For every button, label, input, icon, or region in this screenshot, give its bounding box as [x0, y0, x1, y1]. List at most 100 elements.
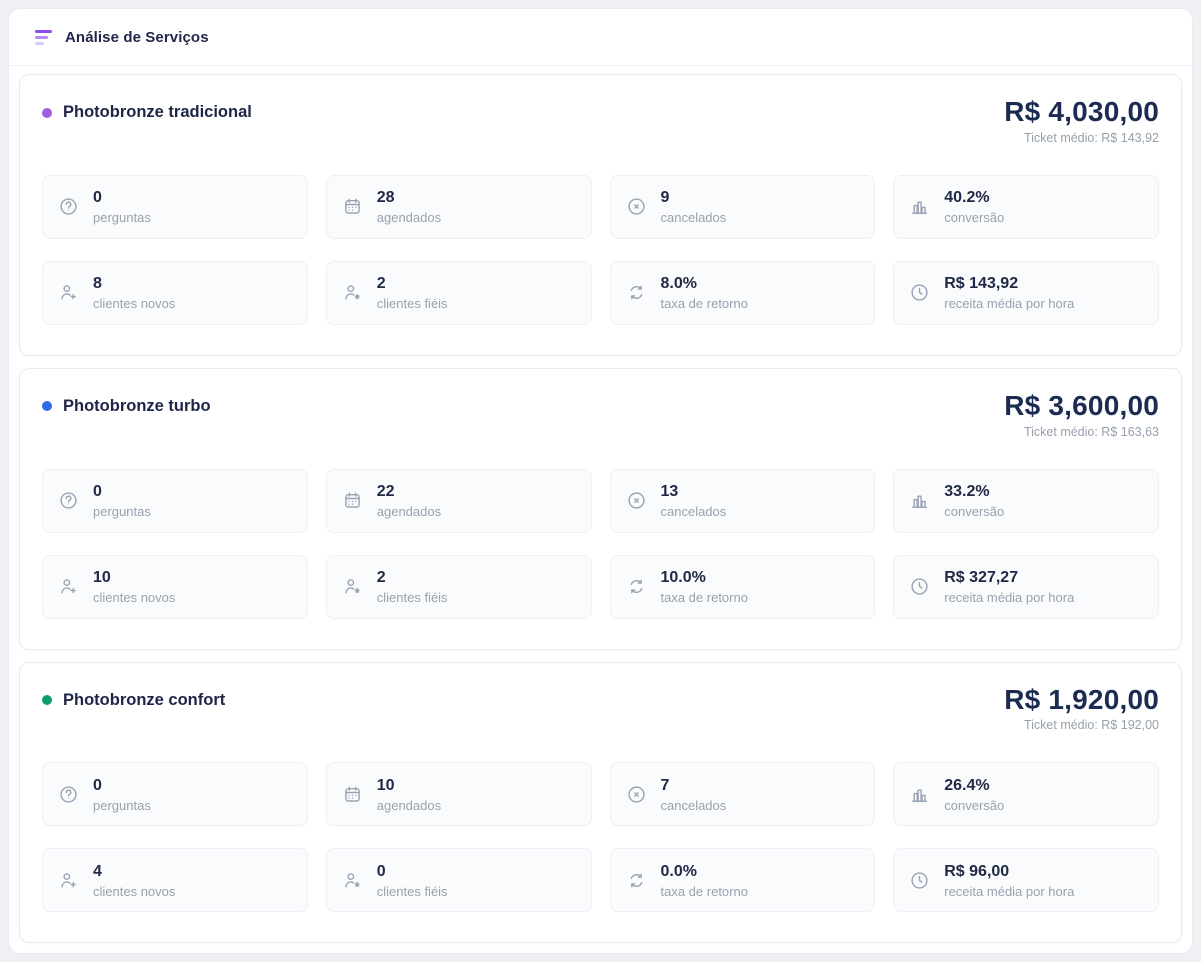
stat-label: taxa de retorno: [660, 590, 748, 606]
question-circle-icon: [59, 197, 78, 216]
stat-value: R$ 96,00: [944, 862, 1010, 880]
service-card-header: Photobronze tradicional R$ 4,030,00 Tick…: [42, 96, 1159, 145]
calendar-icon: [343, 197, 362, 216]
service-ticket-medio: Ticket médio: R$ 192,00: [1023, 718, 1159, 733]
stat-value: 13: [660, 483, 679, 501]
stat-tile: 8 clientes novos: [42, 260, 308, 325]
stat-label: taxa de retorno: [660, 883, 748, 899]
stat-value: 2: [376, 275, 386, 293]
stat-tile: 10 clientes novos: [42, 554, 308, 619]
x-circle-icon: [627, 491, 646, 510]
stat-value: 10: [376, 776, 395, 794]
stat-value: 0.0%: [660, 862, 697, 880]
service-name: Photobronze tradicional: [63, 103, 252, 121]
stat-value: 7: [660, 776, 670, 794]
stat-tile: 4 clientes novos: [42, 848, 308, 913]
clock-icon: [910, 871, 929, 890]
stats-grid: 0 perguntas 2 8 agendados 9 cancelados 40…: [42, 174, 1159, 325]
page-header: Análise de Serviços: [9, 9, 1192, 66]
stat-tile: 7 cancelados: [609, 762, 876, 827]
stat-tile: R$ 327,27 receita média por hora: [893, 554, 1159, 619]
service-color-dot: [42, 401, 52, 412]
service-total-revenue: R$ 3,600,00: [1004, 389, 1159, 421]
service-card-header: Photobronze confort R$ 1,920,00 Ticket m…: [42, 683, 1159, 733]
stat-label: perguntas: [93, 210, 151, 226]
filter-lines-icon: [35, 30, 52, 45]
stat-label: cancelados: [660, 210, 727, 226]
stat-label: agendados: [376, 797, 442, 813]
refresh-icon: [627, 871, 646, 890]
stat-tile: 13 cancelados: [609, 468, 876, 533]
stat-label: clientes novos: [93, 883, 176, 899]
stat-label: receita média por hora: [944, 883, 1075, 899]
stat-label: clientes fiéis: [376, 296, 448, 312]
stat-tile: 40.2% conversão: [893, 174, 1159, 239]
stat-tile: 0 perguntas: [42, 174, 308, 239]
x-circle-icon: [627, 785, 646, 804]
stat-label: conversão: [944, 210, 1005, 226]
stat-tile: 0 clientes fiéis: [325, 848, 592, 913]
user-star-icon: [343, 577, 362, 596]
stat-label: agendados: [376, 504, 442, 520]
stat-label: agendados: [376, 210, 442, 226]
user-plus-icon: [59, 871, 78, 890]
refresh-icon: [627, 577, 646, 596]
stat-label: clientes novos: [93, 296, 176, 312]
stat-tile: 33.2% conversão: [893, 468, 1159, 533]
stat-tile: 2 clientes fiéis: [325, 260, 592, 325]
service-color-dot: [42, 695, 52, 706]
stat-value: 0: [93, 189, 102, 207]
service-card: Photobronze tradicional R$ 4,030,00 Tick…: [19, 74, 1182, 356]
stat-label: conversão: [944, 797, 1005, 813]
user-star-icon: [343, 283, 362, 302]
stat-label: receita média por hora: [944, 296, 1075, 312]
stats-grid: 0 perguntas 22 agendados 13 cancelados 3…: [42, 468, 1159, 619]
service-card: Photobronze turbo R$ 3,600,00 Ticket méd…: [19, 367, 1182, 650]
service-ticket-medio: Ticket médio: R$ 163,63: [1023, 424, 1159, 439]
stat-tile: 8.0% taxa de retorno: [609, 260, 876, 325]
stat-tile: R$ 96,00 receita média por hora: [893, 848, 1159, 913]
stat-tile: 10 agendados: [325, 762, 592, 827]
stat-label: clientes fiéis: [376, 883, 448, 899]
service-name: Photobronze confort: [63, 690, 226, 709]
stat-label: receita média por hora: [944, 590, 1075, 606]
stat-value: 4: [93, 862, 102, 880]
stat-value: 10: [93, 569, 111, 587]
stat-label: perguntas: [93, 504, 151, 520]
x-circle-icon: [627, 197, 646, 216]
stat-tile: 9 cancelados: [609, 174, 876, 239]
stat-tile: 0 perguntas: [42, 762, 308, 827]
stat-label: clientes novos: [93, 590, 176, 606]
stat-tile: 26.4% conversão: [893, 762, 1159, 827]
question-circle-icon: [59, 785, 78, 804]
stat-tile: 2 clientes fiéis: [325, 554, 592, 619]
stat-tile: 10.0% taxa de retorno: [609, 554, 876, 619]
service-card: Photobronze confort R$ 1,920,00 Ticket m…: [19, 661, 1182, 944]
service-cards: Photobronze tradicional R$ 4,030,00 Tick…: [9, 66, 1192, 953]
service-total-revenue: R$ 4,030,00: [1004, 96, 1159, 127]
stat-value: R$ 327,27: [944, 569, 1019, 587]
question-circle-icon: [59, 491, 78, 510]
service-total-revenue: R$ 1,920,00: [1004, 683, 1159, 715]
service-name: Photobronze turbo: [63, 396, 211, 415]
stat-label: clientes fiéis: [376, 590, 448, 606]
stat-label: taxa de retorno: [660, 296, 748, 312]
refresh-icon: [627, 283, 646, 302]
stat-value: R$ 143,92: [944, 275, 1019, 293]
bar-chart-icon: [910, 785, 929, 804]
stat-tile: 0.0% taxa de retorno: [609, 848, 876, 913]
stats-grid: 0 perguntas 10 agendados 7 cancelados 26…: [42, 762, 1159, 913]
service-color-dot: [42, 107, 52, 118]
stat-value: 8: [93, 275, 102, 293]
stat-value: 33.2%: [944, 483, 990, 501]
stat-value: 10.0%: [660, 569, 706, 587]
service-ticket-medio: Ticket médio: R$ 143,92: [1023, 130, 1159, 145]
stat-value: 26.4%: [944, 776, 990, 794]
user-plus-icon: [59, 283, 78, 302]
stat-tile: 0 perguntas: [42, 468, 308, 533]
stat-value: 0: [93, 776, 102, 794]
stat-label: cancelados: [660, 797, 727, 813]
stat-label: conversão: [944, 504, 1005, 520]
stat-value: 22: [376, 483, 395, 501]
page-title: Análise de Serviços: [65, 29, 209, 46]
